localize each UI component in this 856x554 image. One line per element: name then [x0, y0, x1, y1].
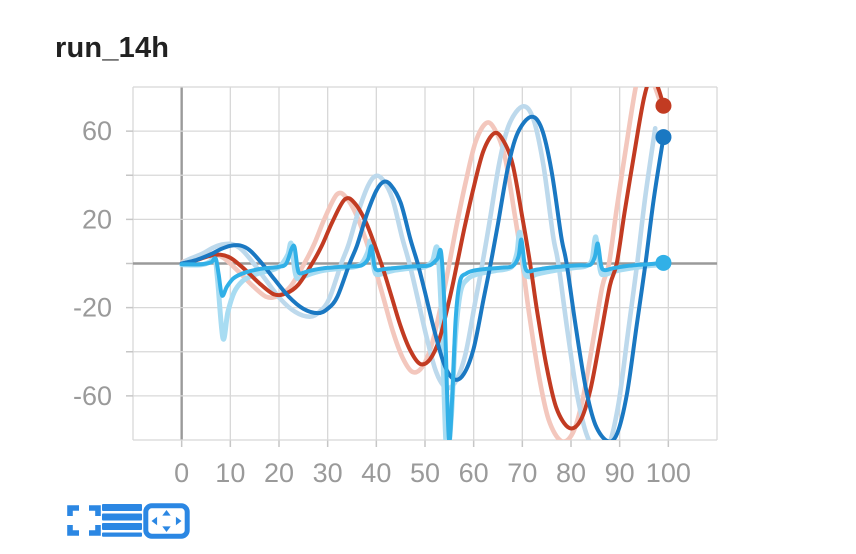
chart-toolbar: [66, 502, 190, 539]
y-tick-label: -20: [73, 293, 112, 323]
x-tick-label: 90: [605, 458, 635, 488]
end-marker: [655, 97, 672, 114]
series-cyan-smoothed: [179, 237, 666, 440]
lines-icon: [102, 504, 142, 537]
y-tick-label: 20: [82, 204, 112, 234]
pan-zoom-button[interactable]: [142, 502, 190, 539]
y-tick-label: -60: [73, 381, 112, 411]
y-tick-label: 60: [82, 116, 112, 146]
x-tick-label: 50: [410, 458, 440, 488]
pan-zoom-icon: [142, 502, 190, 539]
axis-tick-labels: 0 10 20 30 40 50 60 70 80 90 100 60 20 -20 -60: [73, 116, 691, 488]
x-tick-label: 10: [215, 458, 245, 488]
x-tick-label: 40: [361, 458, 391, 488]
x-tick-label: 60: [459, 458, 489, 488]
chart-title: run_14h: [55, 32, 170, 64]
series-lines: [179, 87, 666, 440]
end-marker: [655, 254, 672, 271]
series-red-raw: [179, 87, 663, 440]
end-marker: [655, 129, 672, 146]
x-tick-label: 20: [264, 458, 294, 488]
lines-button[interactable]: [102, 504, 142, 538]
x-tick-label: 30: [313, 458, 343, 488]
x-tick-label: 0: [174, 458, 189, 488]
series-blue-raw: [179, 104, 658, 440]
x-tick-label: 80: [556, 458, 586, 488]
end-markers: [655, 97, 672, 271]
series-blue-smoothed: [179, 114, 666, 440]
x-tick-label: 70: [507, 458, 537, 488]
x-tick-label: 100: [646, 458, 691, 488]
fullscreen-icon: [67, 505, 101, 536]
fullscreen-button[interactable]: [66, 504, 102, 538]
